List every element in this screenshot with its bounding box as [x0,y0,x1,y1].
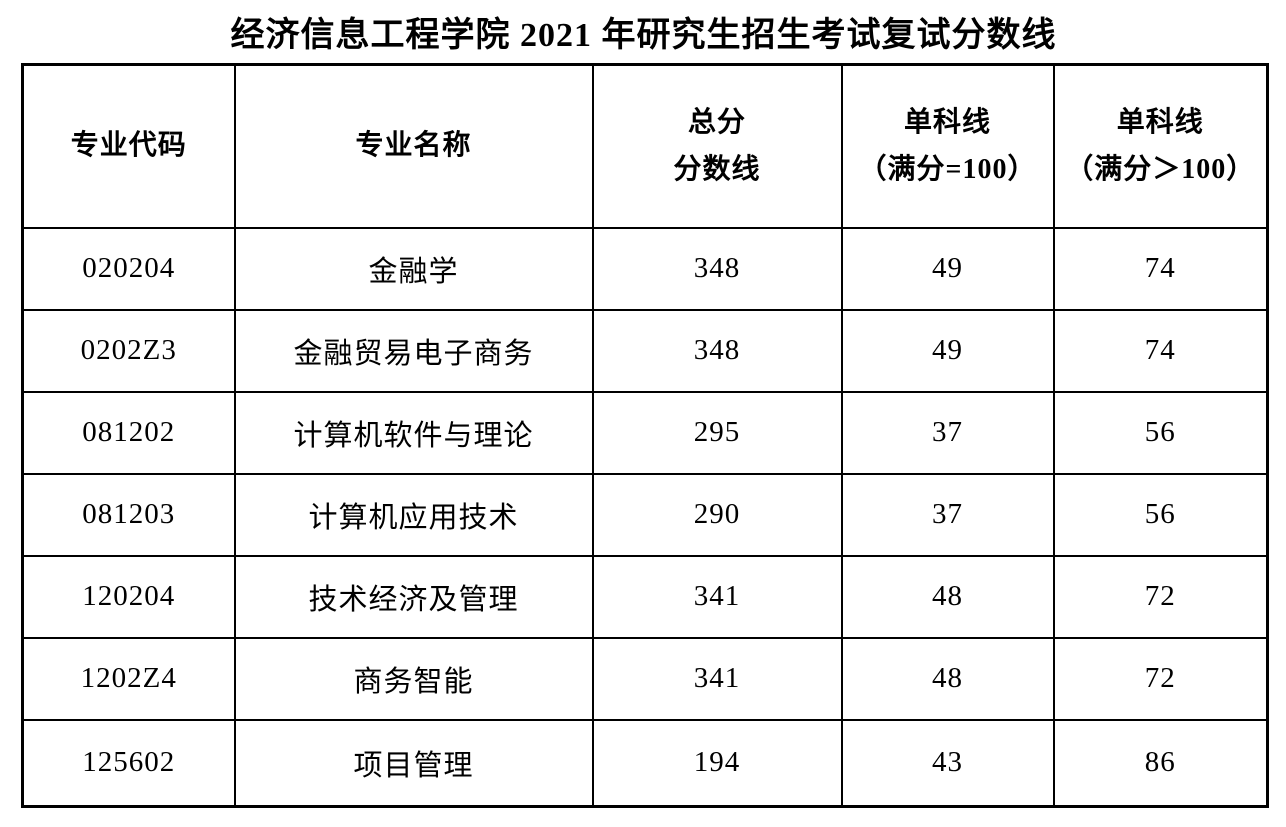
cell-single-gt: 86 [1052,718,1269,808]
table-row: 020204 金融学 348 49 74 [21,226,1269,311]
cell-total-score: 341 [591,554,843,639]
cell-major-code: 1202Z4 [21,636,236,721]
page-title: 经济信息工程学院 2021 年研究生招生考试复试分数线 [230,17,1057,54]
cell-major-code: 125602 [21,718,236,808]
cell-total-score: 295 [591,390,843,475]
cell-major-name: 技术经济及管理 [233,554,594,639]
cell-major-name: 金融贸易电子商务 [233,308,594,393]
cell-major-name: 计算机软件与理论 [233,390,594,475]
score-table: 专业代码 专业名称 总分 分数线 单科线 （满分=100） 单科线 （满分＞10… [21,63,1269,808]
cell-total-score: 348 [591,308,843,393]
header-label-line2: （满分＞100） [1065,154,1256,186]
cell-single-eq: 48 [840,554,1055,639]
header-label: 专业名称 [355,130,472,162]
cell-major-code: 120204 [21,554,236,639]
cell-major-code: 081202 [21,390,236,475]
header-label-line1: 单科线 [903,106,991,138]
cell-major-name: 商务智能 [233,636,594,721]
column-header-major-name: 专业名称 [233,63,594,229]
cell-major-code: 081203 [21,472,236,557]
header-label-line2: 分数线 [673,154,761,186]
table-row: 0202Z3 金融贸易电子商务 348 49 74 [21,308,1269,393]
header-label-line1: 总分 [687,106,746,138]
column-header-total-score-line: 总分 分数线 [591,63,843,229]
cell-single-eq: 49 [840,308,1055,393]
table-row: 081203 计算机应用技术 290 37 56 [21,472,1269,557]
cell-single-gt: 56 [1052,472,1269,557]
table-row: 120204 技术经济及管理 341 48 72 [21,554,1269,639]
column-header-major-code: 专业代码 [21,63,236,229]
cell-single-gt: 74 [1052,226,1269,311]
header-label: 专业代码 [70,130,187,162]
cell-major-code: 020204 [21,226,236,311]
cell-single-eq: 43 [840,718,1055,808]
cell-total-score: 341 [591,636,843,721]
header-label-line2: （满分=100） [858,154,1037,186]
cell-total-score: 348 [591,226,843,311]
table-row: 125602 项目管理 194 43 86 [21,718,1269,808]
table-header-row: 专业代码 专业名称 总分 分数线 单科线 （满分=100） 单科线 （满分＞10… [21,63,1269,229]
cell-single-eq: 48 [840,636,1055,721]
header-label-line1: 单科线 [1116,106,1204,138]
table-row: 1202Z4 商务智能 341 48 72 [21,636,1269,721]
cell-single-gt: 72 [1052,554,1269,639]
table-row: 081202 计算机软件与理论 295 37 56 [21,390,1269,475]
cell-major-name: 计算机应用技术 [233,472,594,557]
cell-total-score: 290 [591,472,843,557]
cell-single-gt: 74 [1052,308,1269,393]
column-header-single-subject-gt100: 单科线 （满分＞100） [1052,63,1269,229]
column-header-single-subject-eq100: 单科线 （满分=100） [840,63,1055,229]
cell-total-score: 194 [591,718,843,808]
cell-single-eq: 37 [840,390,1055,475]
cell-major-code: 0202Z3 [21,308,236,393]
cell-major-name: 项目管理 [233,718,594,808]
cell-single-gt: 72 [1052,636,1269,721]
cell-single-eq: 37 [840,472,1055,557]
cell-single-gt: 56 [1052,390,1269,475]
cell-major-name: 金融学 [233,226,594,311]
cell-single-eq: 49 [840,226,1055,311]
